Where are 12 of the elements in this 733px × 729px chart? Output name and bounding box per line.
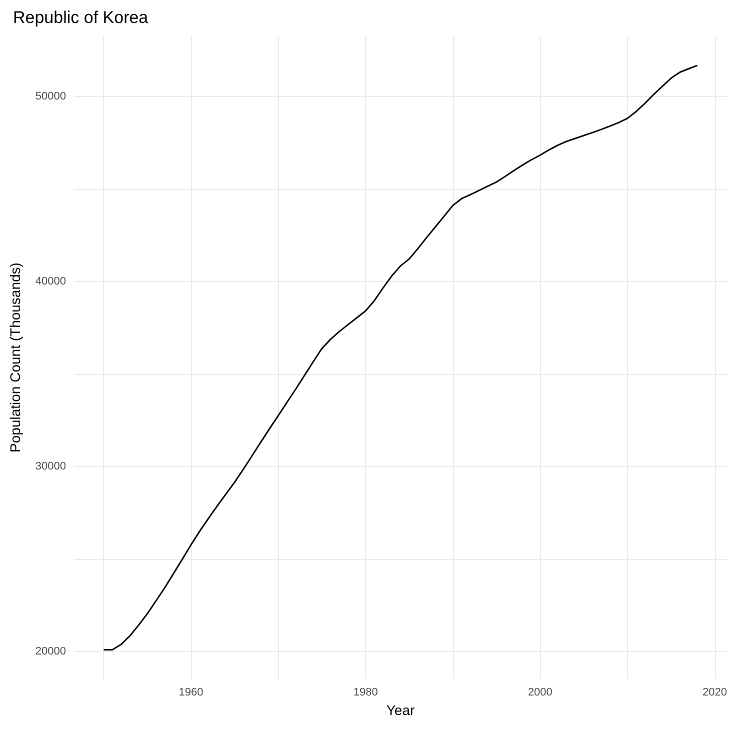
x-axis-title: Year bbox=[386, 702, 415, 718]
y-axis-title: Population Count (Thousands) bbox=[7, 262, 23, 452]
chart-title: Republic of Korea bbox=[13, 8, 149, 27]
x-tick-label: 1980 bbox=[353, 686, 378, 698]
y-tick-label: 30000 bbox=[35, 460, 66, 473]
y-tick-label: 20000 bbox=[35, 646, 66, 658]
x-tick-label: 2000 bbox=[528, 686, 552, 698]
y-tick-label: 40000 bbox=[35, 276, 66, 288]
x-tick-label: 1960 bbox=[178, 686, 204, 698]
y-tick-label: 50000 bbox=[35, 90, 66, 103]
x-tick-label: 2020 bbox=[702, 686, 728, 698]
line-series bbox=[102, 64, 698, 651]
